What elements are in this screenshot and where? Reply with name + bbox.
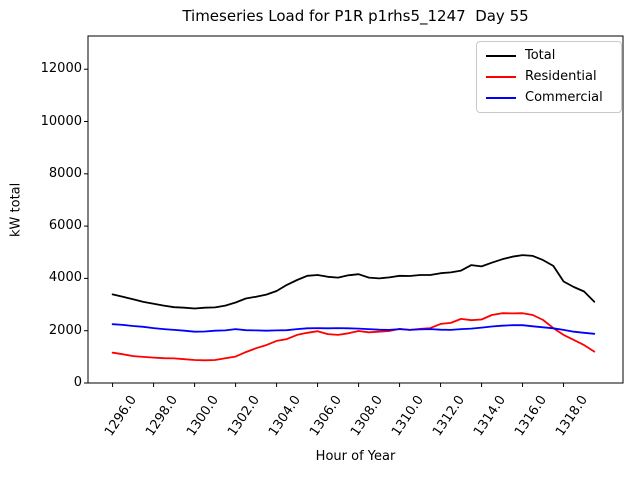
legend-line-residential-icon bbox=[486, 76, 516, 78]
y-tick-label: 0 bbox=[73, 375, 82, 390]
series-line-commercial bbox=[111, 323, 596, 335]
legend-entry-commercial: Commercial bbox=[486, 90, 612, 106]
y-tick-label: 2000 bbox=[48, 322, 82, 338]
legend-label-commercial: Commercial bbox=[525, 90, 603, 105]
legend-label-residential: Residential bbox=[525, 69, 597, 84]
legend: Total Residential Commercial bbox=[476, 41, 622, 113]
x-axis-label: Hour of Year bbox=[315, 449, 396, 464]
legend-entry-total: Total bbox=[486, 48, 612, 64]
y-tick-label: 6000 bbox=[48, 218, 82, 234]
y-tick-label: 4000 bbox=[48, 270, 82, 286]
y-tick-label: 8000 bbox=[48, 165, 82, 181]
axes-frame bbox=[87, 35, 624, 384]
legend-entry-residential: Residential bbox=[486, 69, 612, 85]
legend-label-total: Total bbox=[525, 48, 556, 63]
chart-title: Timeseries Load for P1R p1rhs5_1247 Day … bbox=[182, 7, 529, 25]
y-tick-label: 12000 bbox=[40, 61, 82, 77]
legend-line-commercial-icon bbox=[486, 97, 516, 99]
y-tick-label: 10000 bbox=[40, 113, 82, 129]
legend-line-total-icon bbox=[486, 55, 516, 57]
series-line-residential bbox=[111, 312, 596, 362]
series-line-total bbox=[111, 254, 596, 310]
